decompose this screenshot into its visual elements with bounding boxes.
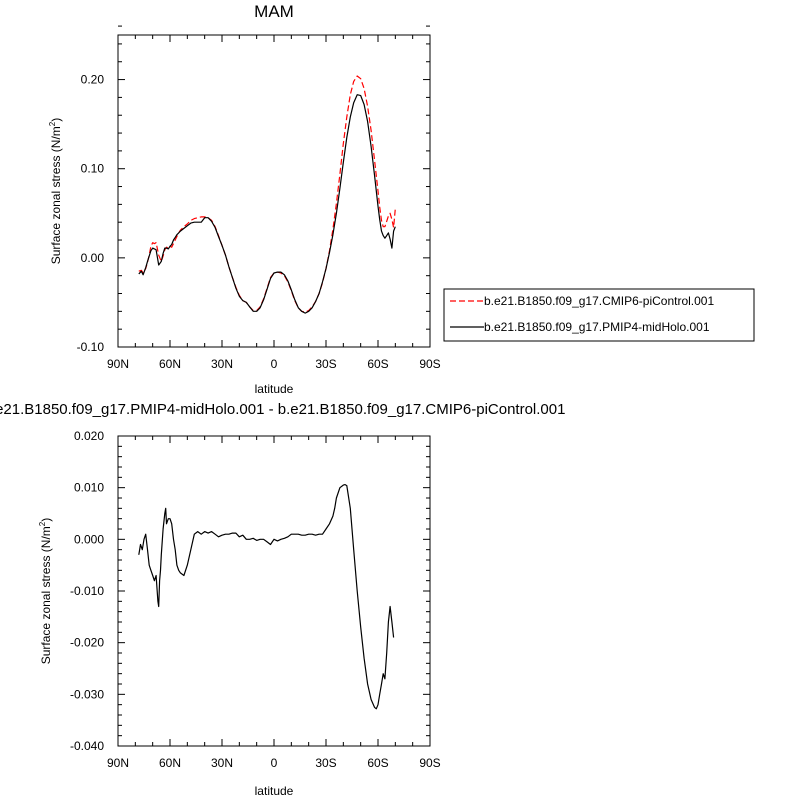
series-line-1	[138, 94, 396, 314]
y-tick-label: -0.020	[70, 636, 104, 650]
top-chart-title: MAM	[254, 2, 294, 21]
x-tick-label: 90N	[107, 357, 129, 371]
x-tick-label: 30S	[315, 357, 336, 371]
y-tick-label: 0.20	[81, 73, 105, 87]
top-series-lines	[138, 75, 396, 314]
x-tick-label: 30N	[211, 756, 233, 770]
legend-box	[443, 288, 755, 342]
bottom-y-axis-label-close: )	[39, 518, 53, 522]
bottom-tick-marks	[117, 435, 431, 747]
top-y-axis-label: Surface zonal stress (N/m2)	[48, 118, 63, 265]
top-plot-frame	[117, 34, 431, 348]
x-tick-label: 90N	[107, 756, 129, 770]
y-tick-label: -0.030	[70, 687, 104, 701]
top-x-axis-label: latitude	[255, 382, 294, 396]
top-y-axis-label-close: )	[49, 118, 63, 122]
bottom-panel: b.e21.B1850.f09_g17.PMIP4-midHolo.001 - …	[0, 401, 565, 798]
bottom-x-axis-label: latitude	[255, 784, 294, 798]
y-tick-label: 0.10	[81, 162, 105, 176]
bottom-y-axis-label: Surface zonal stress (N/m2)	[38, 518, 53, 665]
top-y-axis-label-main: Surface zonal stress (N/m	[49, 126, 63, 264]
series-line-0	[138, 75, 396, 313]
y-tick-label: -0.010	[70, 584, 104, 598]
y-tick-label: -0.10	[77, 340, 105, 354]
x-tick-label: 60S	[367, 756, 388, 770]
top-x-tick-labels: 90N 60N 30N 0 30S 60S 90S	[107, 357, 441, 371]
x-tick-label: 90S	[419, 357, 440, 371]
top-tick-marks	[117, 25, 431, 348]
top-panel: MAM -0.100.000.100.20 90N 60N 30N 0 30S 60S 90…	[48, 2, 755, 396]
bottom-x-tick-labels: 90N 60N 30N 0 30S 60S 90S	[107, 756, 441, 770]
y-tick-label: 0.000	[74, 532, 104, 546]
x-tick-label: 30N	[211, 357, 233, 371]
bottom-series-lines	[138, 484, 395, 710]
bottom-plot-frame	[117, 435, 431, 747]
top-legend: b.e21.B1850.f09_g17.CMIP6-piControl.001 …	[443, 288, 755, 342]
x-tick-label: 0	[271, 357, 278, 371]
top-y-tick-labels: -0.10 0.00 0.10 0.20	[77, 73, 105, 354]
x-tick-label: 60N	[159, 357, 181, 371]
legend-label-midholo: b.e21.B1850.f09_g17.PMIP4-midHolo.001	[484, 320, 710, 334]
bottom-y-axis-label-main: Surface zonal stress (N/m	[39, 526, 53, 664]
legend-label-picontrol: b.e21.B1850.f09_g17.CMIP6-piControl.001	[484, 294, 714, 308]
y-tick-label: -0.040	[70, 739, 104, 753]
bottom-chart-title: b.e21.B1850.f09_g17.PMIP4-midHolo.001 - …	[0, 401, 565, 418]
bottom-y-tick-labels: -0.040 -0.030 -0.020 -0.010 0.000 0.010 0.020	[70, 429, 104, 753]
x-tick-label: 30S	[315, 756, 336, 770]
x-tick-label: 60S	[367, 357, 388, 371]
top-y-axis-label-superscript: 2	[48, 121, 57, 126]
x-tick-label: 90S	[419, 756, 440, 770]
y-tick-label: 0.020	[74, 429, 104, 443]
series-line-0	[138, 484, 395, 710]
x-tick-label: 60N	[159, 756, 181, 770]
y-tick-label: 0.00	[81, 251, 105, 265]
bottom-y-axis-label-superscript: 2	[38, 521, 47, 526]
x-tick-label: 0	[271, 756, 278, 770]
y-tick-label: 0.010	[74, 481, 104, 495]
